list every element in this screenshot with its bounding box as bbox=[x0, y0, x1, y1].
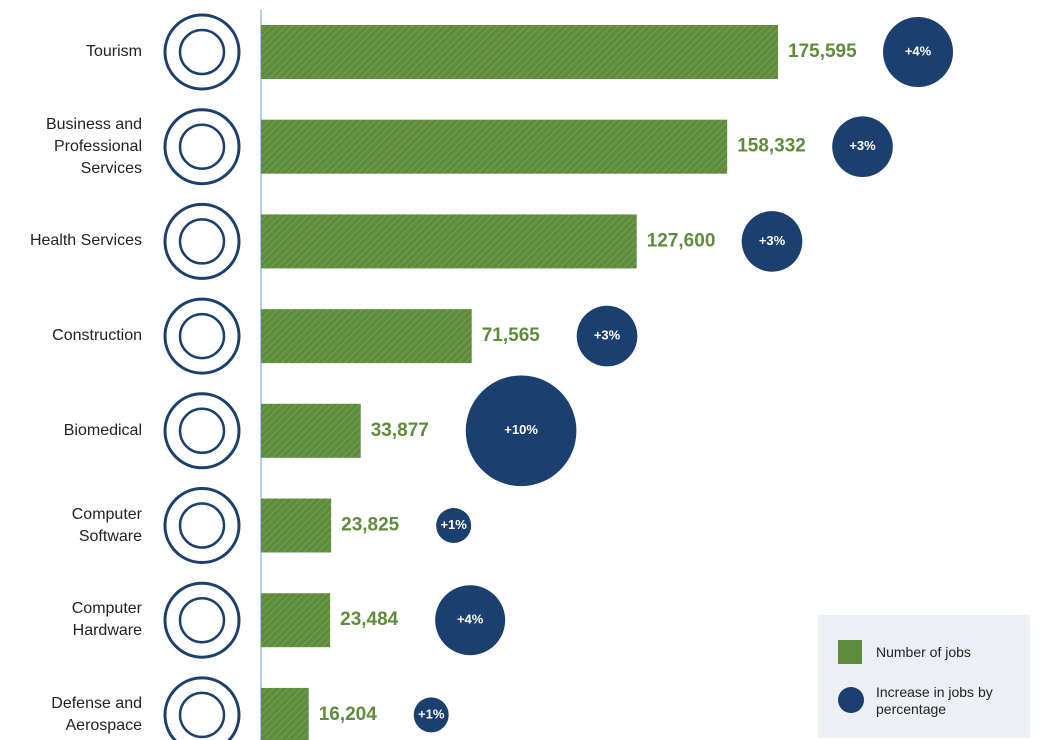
category-label: Computer Hardware bbox=[14, 598, 142, 642]
category-label: Computer Software bbox=[14, 504, 142, 548]
bar bbox=[261, 214, 637, 268]
bubble-label: +3% bbox=[759, 233, 786, 248]
category-label: Defense and Aerospace bbox=[14, 693, 142, 737]
bar bbox=[261, 120, 727, 174]
legend-label: Increase in jobs by percentage bbox=[876, 684, 1021, 718]
value-label: 23,825 bbox=[341, 515, 400, 536]
bar bbox=[261, 25, 778, 79]
value-label: 33,877 bbox=[371, 420, 429, 441]
value-label: 158,332 bbox=[737, 136, 806, 157]
category-label: Business and Professional Services bbox=[14, 114, 142, 180]
value-label: 175,595 bbox=[788, 41, 857, 62]
legend-swatch bbox=[838, 687, 864, 713]
bubble-label: +10% bbox=[504, 422, 538, 437]
bar bbox=[261, 404, 361, 458]
bubble-label: +1% bbox=[418, 706, 445, 721]
category-icon bbox=[165, 204, 239, 278]
bubble-label: +1% bbox=[440, 517, 467, 532]
category-icon bbox=[165, 583, 239, 657]
category-label: Health Services bbox=[14, 230, 142, 252]
category-icon bbox=[165, 299, 239, 373]
legend: Number of jobs Increase in jobs by perce… bbox=[818, 615, 1030, 738]
bubble-label: +3% bbox=[594, 328, 621, 343]
bubble-label: +4% bbox=[905, 43, 932, 58]
category-icon bbox=[165, 489, 239, 563]
category-label: Biomedical bbox=[14, 420, 142, 442]
bubble-label: +3% bbox=[849, 138, 876, 153]
chart: 175,595 +4% 158,332 +3% 127,600 +3% 71,565 +3% 3… bbox=[0, 0, 1042, 740]
value-label: 71,565 bbox=[482, 325, 541, 346]
value-label: 16,204 bbox=[319, 704, 378, 725]
category-icon bbox=[165, 15, 239, 89]
bar bbox=[261, 688, 309, 740]
bubble-label: +4% bbox=[457, 612, 484, 627]
value-label: 127,600 bbox=[647, 230, 716, 251]
value-label: 23,484 bbox=[340, 609, 399, 630]
category-icon bbox=[165, 394, 239, 468]
category-label: Construction bbox=[14, 325, 142, 347]
category-icon bbox=[165, 110, 239, 184]
bar bbox=[261, 593, 330, 647]
bar bbox=[261, 499, 331, 553]
category-label: Tourism bbox=[14, 41, 142, 63]
category-icon bbox=[165, 678, 239, 740]
bar bbox=[261, 309, 472, 363]
legend-label: Number of jobs bbox=[876, 644, 1021, 661]
legend-swatch bbox=[838, 640, 862, 664]
